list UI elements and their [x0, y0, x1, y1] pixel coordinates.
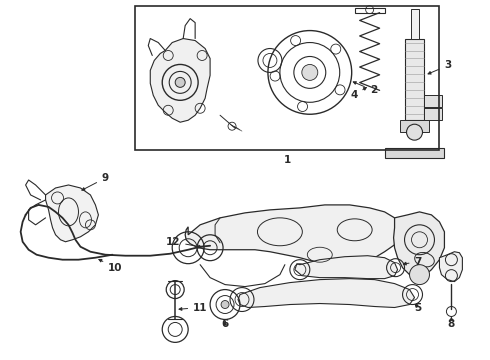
Text: 10: 10 [99, 260, 122, 273]
Circle shape [221, 301, 229, 309]
Polygon shape [238, 279, 415, 307]
Circle shape [410, 265, 429, 285]
Bar [135, 6, 440, 150]
Text: 3: 3 [428, 60, 452, 74]
Bar [411, 9, 418, 39]
Bar [424, 95, 442, 107]
Text: 2: 2 [353, 82, 377, 95]
Text: 1: 1 [284, 155, 292, 165]
Polygon shape [393, 212, 444, 278]
Text: 6: 6 [221, 319, 229, 329]
Polygon shape [46, 185, 98, 242]
Bar [399, 120, 429, 132]
Text: 4: 4 [350, 87, 367, 100]
Polygon shape [295, 256, 397, 279]
Circle shape [302, 64, 318, 80]
Polygon shape [150, 39, 210, 122]
Circle shape [407, 124, 422, 140]
Polygon shape [440, 252, 463, 282]
Text: 12: 12 [166, 237, 201, 248]
Polygon shape [385, 148, 444, 158]
Circle shape [175, 77, 185, 87]
Bar [424, 108, 442, 120]
Text: 8: 8 [448, 317, 455, 329]
Text: 11: 11 [179, 302, 208, 312]
Bar [355, 8, 385, 13]
Text: 9: 9 [82, 173, 109, 190]
Text: 7: 7 [403, 257, 422, 267]
Polygon shape [405, 39, 424, 120]
Polygon shape [185, 205, 399, 265]
Text: 5: 5 [415, 302, 422, 312]
